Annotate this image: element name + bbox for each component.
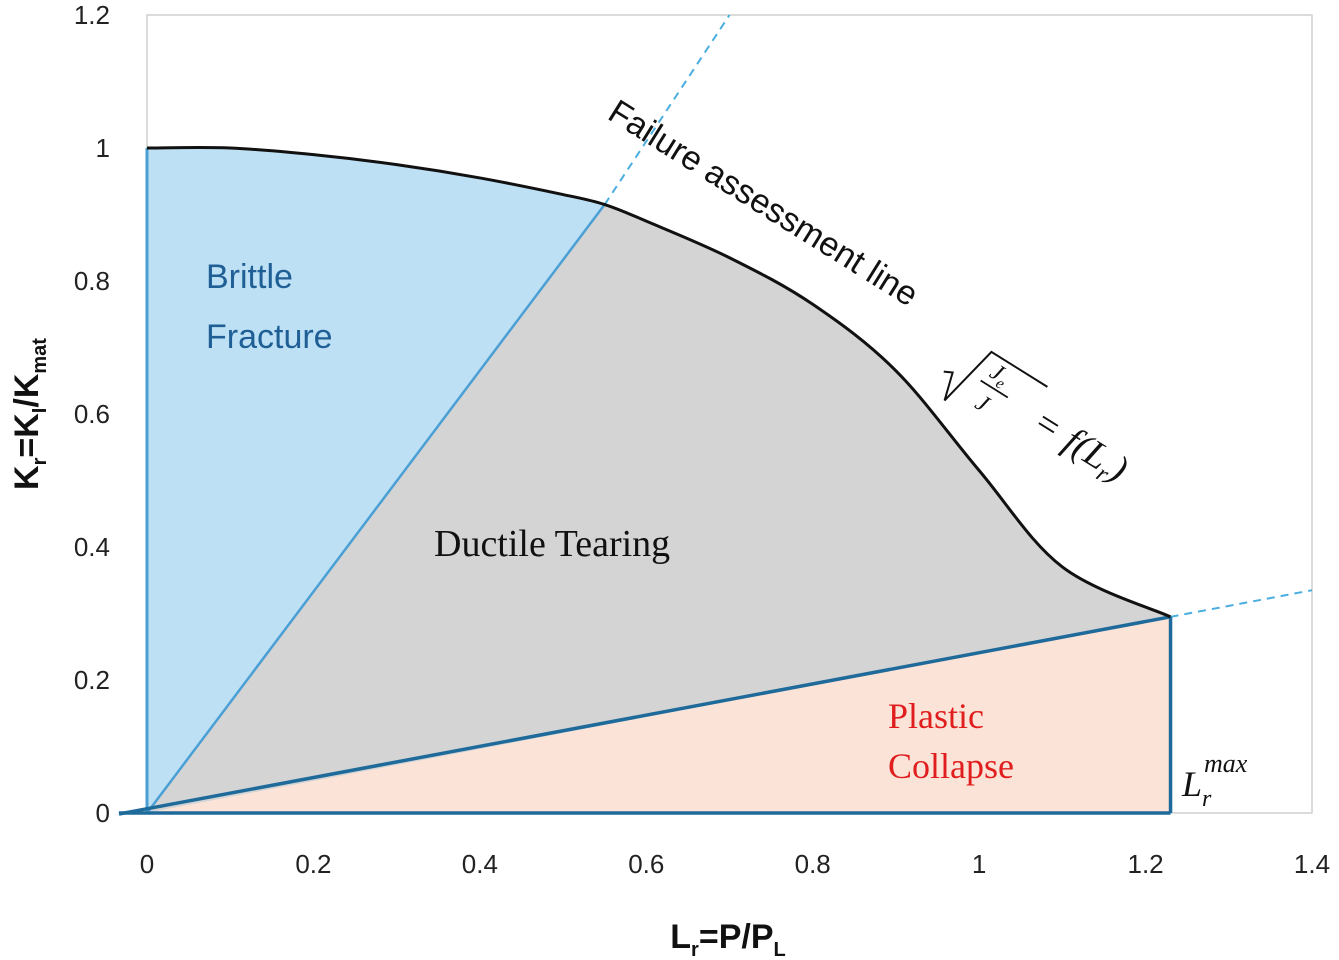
y-tick-label: 0.2 — [74, 665, 110, 695]
plastic-label-line1: Plastic — [888, 696, 984, 736]
y-tick-label: 0.8 — [74, 266, 110, 296]
x-tick-label: 1.4 — [1294, 849, 1330, 879]
plastic-label-line2: Collapse — [888, 746, 1014, 786]
brittle-fracture-region — [147, 147, 605, 814]
fraction-bar — [980, 379, 1009, 399]
x-tick-label: 1.2 — [1127, 849, 1163, 879]
x-tick-labels: 0 0.2 0.4 0.6 0.8 1 1.2 1.4 — [140, 849, 1330, 879]
y-tick-label: 1.2 — [74, 0, 110, 30]
y-tick-label: 0.6 — [74, 399, 110, 429]
x-tick-label: 0.8 — [795, 849, 831, 879]
y-tick-label: 1 — [96, 133, 110, 163]
y-axis-title: Kr=KI/Kmat — [8, 338, 51, 490]
collapse-boundary-extension — [1170, 589, 1313, 618]
x-tick-label: 0.4 — [462, 849, 498, 879]
failure-assessment-line — [146, 146, 1172, 619]
brittle-label-line1: Brittle — [206, 258, 293, 296]
y-tick-label: 0.4 — [74, 532, 110, 562]
y-tick-labels: 0 0.2 0.4 0.6 0.8 1 1.2 — [74, 0, 110, 828]
brittle-boundary-line — [146, 203, 606, 814]
lr-max-superscript: max — [1204, 749, 1248, 778]
ductile-tearing-region — [147, 204, 1171, 813]
lr-max-label: Lr — [1181, 764, 1212, 812]
x-axis-title: Lr=P/PL — [670, 918, 785, 960]
brittle-label-line2: Fracture — [206, 318, 333, 356]
x-tick-label: 1 — [972, 849, 986, 879]
sqrt-sign — [943, 350, 1048, 402]
brittle-boundary-extension — [603, 14, 731, 206]
x-tick-label: 0.2 — [295, 849, 331, 879]
y-tick-label: 0 — [96, 798, 110, 828]
ductile-label: Ductile Tearing — [434, 523, 670, 565]
x-tick-label: 0 — [140, 849, 154, 879]
collapse-boundary-line — [118, 615, 1171, 816]
x-tick-label: 0.6 — [628, 849, 664, 879]
